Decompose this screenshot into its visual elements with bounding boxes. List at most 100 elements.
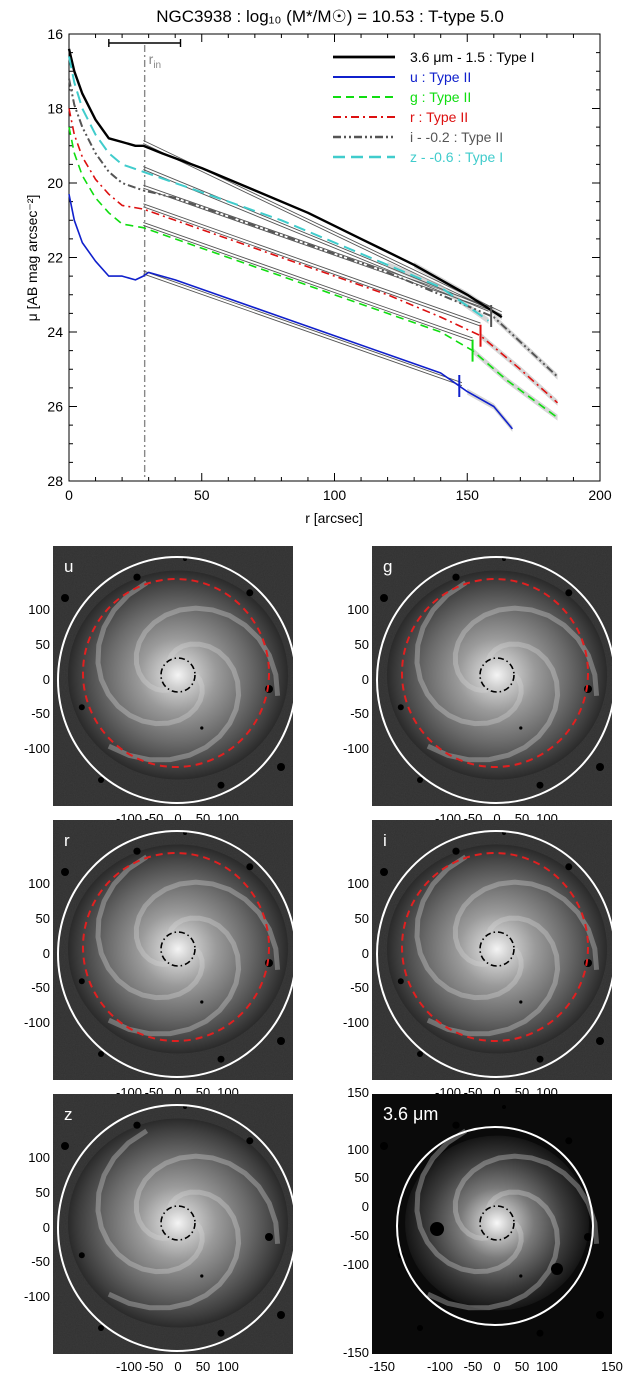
error-band	[472, 347, 558, 421]
masked-star	[452, 847, 460, 855]
spiral-arm	[414, 1128, 524, 1275]
break-ellipse	[82, 578, 270, 768]
panel-y-tick-label: 50	[36, 1185, 50, 1200]
masked-star	[551, 1263, 563, 1275]
masked-star	[200, 1000, 204, 1004]
galaxy	[68, 844, 288, 1054]
y-tick-label: 16	[47, 26, 63, 42]
masked-star	[596, 1311, 604, 1319]
fit-line	[143, 187, 494, 312]
fit-line	[143, 225, 473, 342]
panel-x-tick-label: 50	[515, 1359, 529, 1374]
panel-y-tick-label: 150	[347, 1085, 369, 1100]
masked-star	[417, 1051, 423, 1057]
spiral-arm	[426, 1189, 561, 1311]
panel-y-tick-label: -50	[350, 980, 369, 995]
panel-x-tick-label: -50	[464, 1359, 483, 1374]
y-tick-label: 24	[47, 324, 63, 340]
panel-y-tick-label: -150	[343, 1345, 369, 1360]
legend-entry: z - -0.6 : Type I	[410, 149, 503, 165]
series-line	[67, 48, 503, 319]
legend-entry: g : Type II	[410, 89, 471, 105]
outer-ellipse	[396, 1126, 594, 1326]
masked-star	[380, 868, 388, 876]
panel-y-tick-label: 100	[28, 602, 50, 617]
masked-star	[277, 1037, 285, 1045]
masked-star	[452, 1121, 460, 1129]
panel-y-tick-label: -100	[24, 1015, 50, 1030]
rin-label: rin	[149, 51, 161, 71]
masked-star	[133, 573, 141, 581]
masked-star	[61, 1142, 69, 1150]
fit-line	[143, 166, 489, 309]
spiral-arm	[95, 1128, 205, 1275]
panel-y-tick-label: 0	[43, 672, 50, 687]
panel-x-tick-label: 100	[217, 1359, 239, 1374]
panel-y-tick-label: 0	[362, 946, 369, 961]
masked-star	[200, 1274, 204, 1278]
outer-ellipse	[57, 1104, 297, 1352]
plot-frame	[68, 33, 601, 482]
panel-y-tick-label: 0	[362, 1199, 369, 1214]
masked-star	[98, 777, 104, 783]
fit-line	[143, 270, 463, 384]
panel-x-tick-label: 50	[196, 1359, 210, 1374]
y-tick-label: 26	[47, 399, 63, 415]
masked-star	[246, 589, 254, 597]
fit-line	[143, 273, 463, 387]
masked-star	[246, 863, 254, 871]
panel-y-tick-label: 50	[36, 911, 50, 926]
fit-line	[143, 143, 502, 316]
panel-x-tick-label: -50	[145, 1359, 164, 1374]
masked-star	[61, 594, 69, 602]
masked-star	[596, 1037, 604, 1045]
galaxy	[405, 1135, 589, 1311]
panel-x-tick-label: 0	[493, 1085, 500, 1100]
masked-star	[417, 1325, 423, 1331]
panel-y-tick-label: -100	[343, 1015, 369, 1030]
masked-star	[397, 978, 404, 985]
inner-circle	[160, 657, 196, 693]
fit-line	[143, 222, 473, 339]
rin-marker: rin	[108, 39, 182, 481]
panel-y-tick-label: 50	[355, 637, 369, 652]
chart-title: NGC3938 : log₁₀ (M*/M☉) = 10.53 : T-type…	[156, 7, 504, 26]
panel-x-tick-label: 0	[174, 1359, 181, 1374]
fit-lines	[143, 140, 558, 432]
outer-ellipse	[376, 556, 616, 804]
panel-x-tick-label: 0	[493, 1359, 500, 1374]
legend-entry: u : Type II	[410, 69, 471, 85]
masked-star	[452, 573, 460, 581]
masked-star	[536, 781, 544, 789]
legend: 3.6 μm - 1.5 : Type I u : Type II g : Type…	[333, 49, 535, 165]
x-axis-label: r [arcsec]	[305, 510, 363, 526]
legend-entry: i - -0.2 : Type II	[410, 129, 503, 145]
panel-x-tick-label: -150	[369, 1359, 395, 1374]
spiral-arm	[107, 641, 242, 763]
spiral-arm	[133, 1153, 281, 1245]
panel-y-tick-label: 100	[347, 602, 369, 617]
panel-label: g	[383, 557, 392, 576]
masked-star	[61, 868, 69, 876]
panel-label: z	[64, 1105, 73, 1124]
panel-x-tick-label: 0	[174, 811, 181, 826]
galaxy	[387, 844, 607, 1054]
y-axis-label: μ [AB mag arcsec⁻²]	[24, 195, 40, 322]
break-ellipse	[82, 852, 270, 1042]
outer-ellipse	[57, 830, 297, 1078]
inner-circle	[479, 657, 515, 693]
spiral-arm	[414, 854, 524, 1001]
panel-y-tick-label: -100	[343, 1257, 369, 1272]
x-tick-label: 50	[194, 487, 210, 503]
spiral-arm	[452, 605, 600, 697]
masked-star	[519, 726, 523, 730]
panel-y-tick-label: 0	[43, 946, 50, 961]
masked-star	[565, 1137, 573, 1145]
masked-star	[277, 763, 285, 771]
break-markers	[458, 304, 493, 398]
